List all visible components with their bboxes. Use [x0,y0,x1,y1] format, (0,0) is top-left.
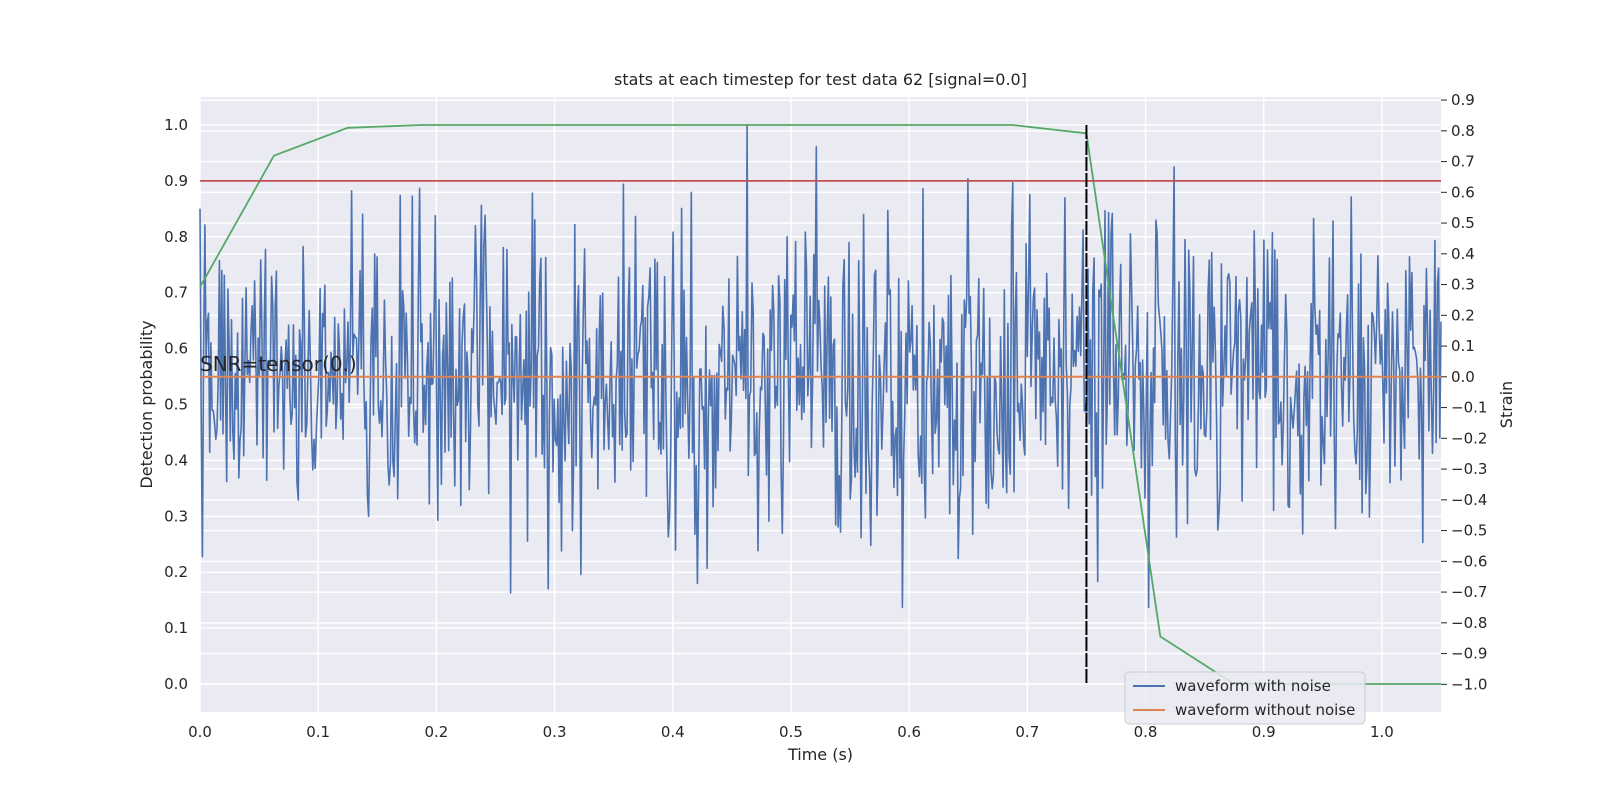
y-right-tick-label: 0.2 [1451,306,1475,324]
legend-box [1124,671,1366,725]
y-tick-label: 0.2 [164,563,188,581]
y-tick-label: 0.0 [164,675,188,693]
axes-layer: 0.0 0.1 0.2 0.3 0.4 0.5 0.6 0.7 0.8 0.9 1.0 0.0 0.1 0… [164,91,1487,741]
y-right-tick-label: 0.3 [1451,276,1475,294]
y-tick-label: 0.5 [164,396,188,414]
legend-label-noise: waveform with noise [1175,677,1331,695]
y-right-tick-label: 0.0 [1451,368,1475,386]
y-right-tick-label: −1.0 [1451,675,1487,693]
y-right-tick-label: 0.8 [1451,122,1475,140]
y-tick-label: 0.4 [164,451,188,469]
legend: waveform with noise waveform without noi… [1124,671,1366,725]
x-tick-label: 0.5 [779,723,803,741]
x-tick-label: 0.4 [661,723,685,741]
y-tick-label: 0.3 [164,507,188,525]
chart-title: stats at each timestep for test data 62 … [614,70,1027,89]
y-right-tick-label: −0.7 [1451,583,1487,601]
y-right-tick-label: −0.5 [1451,522,1487,540]
legend-label-clean: waveform without noise [1175,701,1355,719]
x-tick-label: 0.3 [543,723,567,741]
y-tick-label: 0.8 [164,228,188,246]
y-tick-label: 0.7 [164,284,188,302]
x-tick-label: 0.6 [897,723,921,741]
y-right-tick-label: −0.4 [1451,491,1487,509]
snr-annotation: SNR=tensor(0.) [200,352,357,376]
x-tick-label: 0.0 [188,723,212,741]
y-tick-label: 0.9 [164,172,188,190]
x-tick-label: 0.7 [1015,723,1039,741]
y-right-tick-label: −0.2 [1451,429,1487,447]
x-tick-label: 0.1 [306,723,330,741]
y-right-tick-label: −0.8 [1451,614,1487,632]
y-right-tick-label: 0.5 [1451,214,1475,232]
x-axis-label: Time (s) [787,745,853,764]
x-tick-label: 1.0 [1370,723,1394,741]
y-right-tick-label: 0.9 [1451,91,1475,109]
y-tick-label: 0.6 [164,340,188,358]
y-right-tick-label: −0.9 [1451,645,1487,663]
y-axis-label: Detection probability [137,320,156,488]
series-waveform-with-noise [199,123,1442,609]
x-tick-label: 0.2 [424,723,448,741]
x-tick-label: 0.8 [1134,723,1158,741]
y-right-tick-label: −0.1 [1451,399,1487,417]
y-tick-label: 0.1 [164,619,188,637]
y-right-tick-label: −0.3 [1451,460,1487,478]
y-right-tick-label: 0.7 [1451,153,1475,171]
y-right-tick-label: −0.6 [1451,552,1487,570]
y-axis-right-label: Strain [1497,381,1516,428]
y-tick-label: 1.0 [164,116,188,134]
y-right-tick-label: 0.4 [1451,245,1475,263]
y-right-tick-label: 0.6 [1451,183,1475,201]
y-right-tick-label: 0.1 [1451,337,1475,355]
x-tick-label: 0.9 [1252,723,1276,741]
